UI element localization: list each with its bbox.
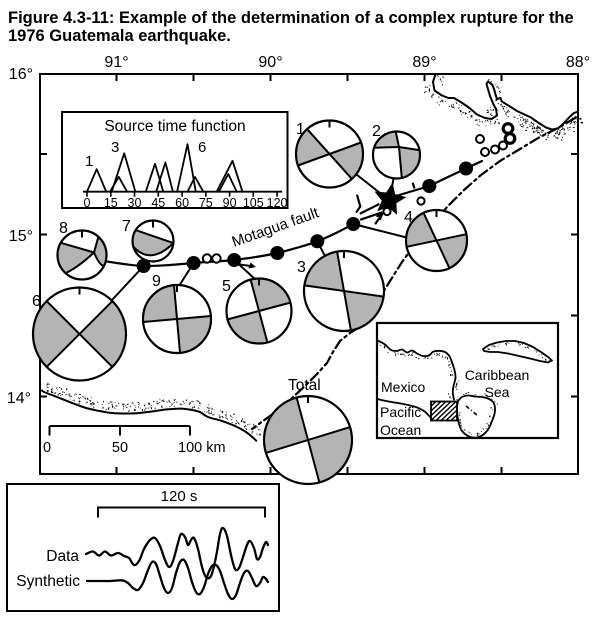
svg-text:16°: 16° [9,66,33,83]
svg-text:4: 4 [404,209,413,226]
svg-text:Caribbean: Caribbean [465,367,530,383]
svg-text:100 km: 100 km [178,440,226,456]
svg-text:30: 30 [128,196,142,210]
svg-text:15°: 15° [9,228,33,245]
svg-text:15: 15 [104,196,118,210]
svg-text:105: 105 [243,196,264,210]
svg-text:1976 Guatemala earthquake.: 1976 Guatemala earthquake. [8,27,231,45]
svg-text:3: 3 [111,139,119,156]
svg-text:88°: 88° [566,54,590,71]
svg-text:0: 0 [43,440,51,456]
svg-text:89°: 89° [412,54,436,71]
svg-text:Mexico: Mexico [381,379,426,395]
svg-text:90°: 90° [258,54,282,71]
svg-text:Sea: Sea [485,384,510,400]
svg-text:14°: 14° [7,390,31,407]
svg-text:75: 75 [199,196,213,210]
svg-text:1: 1 [296,121,305,138]
svg-text:1: 1 [85,153,93,170]
svg-text:Data: Data [46,548,79,565]
svg-text:Source time function: Source time function [104,118,245,135]
svg-text:Ocean: Ocean [380,422,421,438]
svg-text:5: 5 [222,278,231,295]
svg-text:8: 8 [59,220,68,237]
svg-text:2: 2 [372,123,381,140]
svg-text:0: 0 [84,196,91,210]
svg-text:Pacific: Pacific [380,404,421,420]
svg-text:Total: Total [288,377,321,394]
svg-text:45: 45 [151,196,165,210]
svg-text:50: 50 [112,440,128,456]
svg-text:6: 6 [32,293,41,310]
svg-text:6: 6 [198,139,206,156]
svg-text:120 s: 120 s [161,488,198,505]
svg-text:7: 7 [122,218,131,235]
svg-text:Figure 4.3-11: Example of the: Figure 4.3-11: Example of the determinat… [8,9,574,27]
svg-text:3: 3 [297,259,306,276]
svg-text:Synthetic: Synthetic [16,573,80,590]
svg-text:91°: 91° [104,54,128,71]
svg-text:9: 9 [152,273,161,290]
svg-text:60: 60 [175,196,189,210]
svg-text:120: 120 [267,196,288,210]
svg-text:90: 90 [223,196,237,210]
